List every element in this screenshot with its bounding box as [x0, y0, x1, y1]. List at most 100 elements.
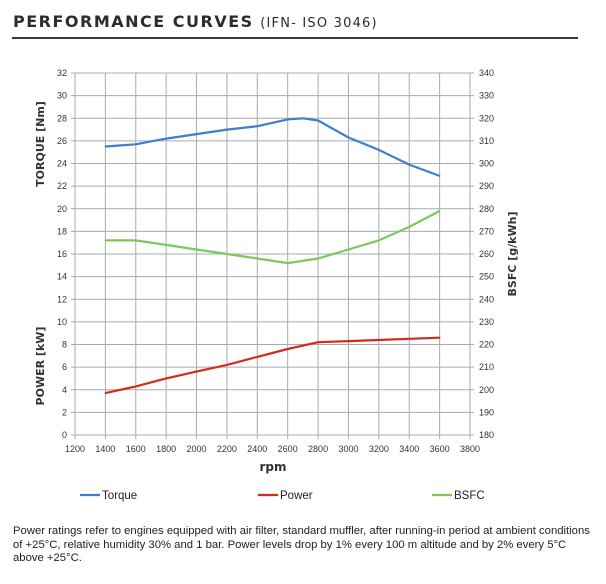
x-tick-label: 1600 [126, 444, 146, 454]
data-point-bsfc [256, 257, 259, 260]
y-left-tick-label: 8 [62, 340, 67, 350]
series-line-power [105, 336, 440, 395]
x-tick-label: 2800 [308, 444, 328, 454]
data-point-power [347, 340, 350, 342]
data-point-bsfc [165, 244, 167, 246]
y-right-tick-label: 220 [479, 340, 494, 350]
x-tick-label: 3200 [369, 444, 389, 454]
data-point-power [134, 385, 137, 388]
y-left-tick-label: 32 [57, 68, 67, 78]
data-point-torque [195, 133, 198, 135]
x-tick-label: 2600 [278, 444, 298, 454]
data-point-power [226, 364, 228, 366]
data-point-bsfc [378, 239, 380, 242]
data-point-torque [302, 117, 304, 120]
y-left-tick-label: 24 [57, 159, 67, 169]
y-right-tick-label: 320 [479, 113, 494, 123]
data-point-power [378, 339, 380, 341]
data-point-bsfc [104, 239, 107, 242]
y-left-tick-label: 28 [57, 113, 67, 123]
data-point-torque [378, 149, 380, 151]
y-right-tick-label: 200 [479, 385, 494, 395]
x-tick-label: 3800 [460, 444, 480, 454]
x-tick-label: 2400 [247, 444, 267, 454]
y-left-tick-label: 10 [57, 317, 67, 327]
data-point-torque [134, 143, 137, 146]
legend-label-power: Power [280, 490, 313, 502]
y-left-tick-label: 2 [62, 407, 67, 417]
x-tick-label: 1800 [156, 444, 176, 454]
y-right-tick-label: 240 [479, 294, 494, 304]
data-point-bsfc [347, 248, 350, 251]
y-right-tick-label: 230 [479, 317, 494, 327]
y-left-tick-label: 0 [62, 430, 67, 440]
data-point-power [438, 336, 441, 339]
x-tick-label: 2000 [187, 444, 207, 454]
data-point-bsfc [408, 226, 411, 228]
data-point-bsfc [134, 239, 137, 242]
data-point-torque [317, 119, 319, 122]
y-left-tick-label: 18 [57, 226, 67, 236]
y-right-tick-label: 250 [479, 272, 494, 282]
data-point-power [165, 377, 167, 380]
y-left-tick-label: 12 [57, 294, 67, 304]
y-left-tick-label: 26 [57, 136, 67, 146]
title-divider [12, 37, 578, 39]
subtitle-text: (IFN- ISO 3046) [260, 16, 378, 31]
data-point-torque [165, 137, 167, 140]
y-left-tick-label: 14 [57, 272, 67, 282]
legend-label-bsfc: BSFC [454, 490, 485, 502]
data-point-bsfc [286, 262, 289, 264]
data-point-torque [347, 136, 350, 139]
y-left-tick-label: 6 [62, 362, 67, 372]
data-point-power [408, 338, 411, 340]
data-point-power [286, 348, 289, 350]
y-axis-label-bsfc: BSFC [g/kWh] [506, 212, 519, 297]
data-point-bsfc [438, 210, 441, 212]
y-right-tick-label: 290 [479, 181, 494, 191]
y-right-tick-label: 260 [479, 249, 494, 259]
x-tick-label: 2200 [217, 444, 237, 454]
data-point-torque [286, 118, 289, 121]
data-point-torque [226, 128, 228, 131]
data-point-bsfc [195, 248, 198, 251]
y-left-tick-label: 20 [57, 204, 67, 214]
data-point-torque [256, 125, 259, 127]
x-tick-label: 3400 [399, 444, 419, 454]
y-axis-label-power: POWER [kW] [34, 327, 47, 406]
data-point-torque [438, 175, 441, 177]
y-left-tick-label: 30 [57, 91, 67, 101]
y-right-tick-label: 280 [479, 204, 494, 214]
x-axis-label: rpm [259, 460, 286, 474]
data-point-power [317, 341, 319, 344]
y-right-tick-label: 270 [479, 226, 494, 236]
data-point-torque [408, 163, 411, 166]
y-right-tick-label: 340 [479, 68, 494, 78]
y-left-tick-label: 16 [57, 249, 67, 259]
series-line-torque [105, 117, 440, 177]
footnote: Power ratings refer to engines equipped … [13, 525, 590, 564]
x-tick-label: 3000 [338, 444, 358, 454]
data-point-bsfc [226, 253, 228, 255]
y-right-tick-label: 180 [479, 430, 494, 440]
x-tick-label: 3600 [430, 444, 450, 454]
y-right-tick-label: 330 [479, 91, 494, 101]
page-title: PERFORMANCE CURVES (IFN- ISO 3046) [13, 12, 378, 31]
y-right-tick-label: 210 [479, 362, 494, 372]
data-point-bsfc [317, 257, 319, 260]
y-right-tick-label: 300 [479, 159, 494, 169]
x-tick-label: 1200 [65, 444, 85, 454]
y-left-tick-label: 4 [62, 385, 67, 395]
data-point-power [256, 356, 259, 358]
performance-chart: 1200 1400 1600 1800 2000 2200 2400 2600 2800 3000… [34, 68, 519, 502]
y-axis-label-torque: TORQUE [Nm] [34, 101, 47, 187]
y-left-tick-label: 22 [57, 181, 67, 191]
legend-label-torque: Torque [102, 490, 137, 502]
data-point-torque [104, 145, 107, 148]
y-right-tick-label: 190 [479, 407, 494, 417]
y-right-tick-label: 310 [479, 136, 494, 146]
title-text: PERFORMANCE CURVES [13, 12, 254, 31]
data-point-power [104, 392, 107, 394]
x-tick-label: 1400 [95, 444, 115, 454]
data-point-power [195, 370, 198, 373]
